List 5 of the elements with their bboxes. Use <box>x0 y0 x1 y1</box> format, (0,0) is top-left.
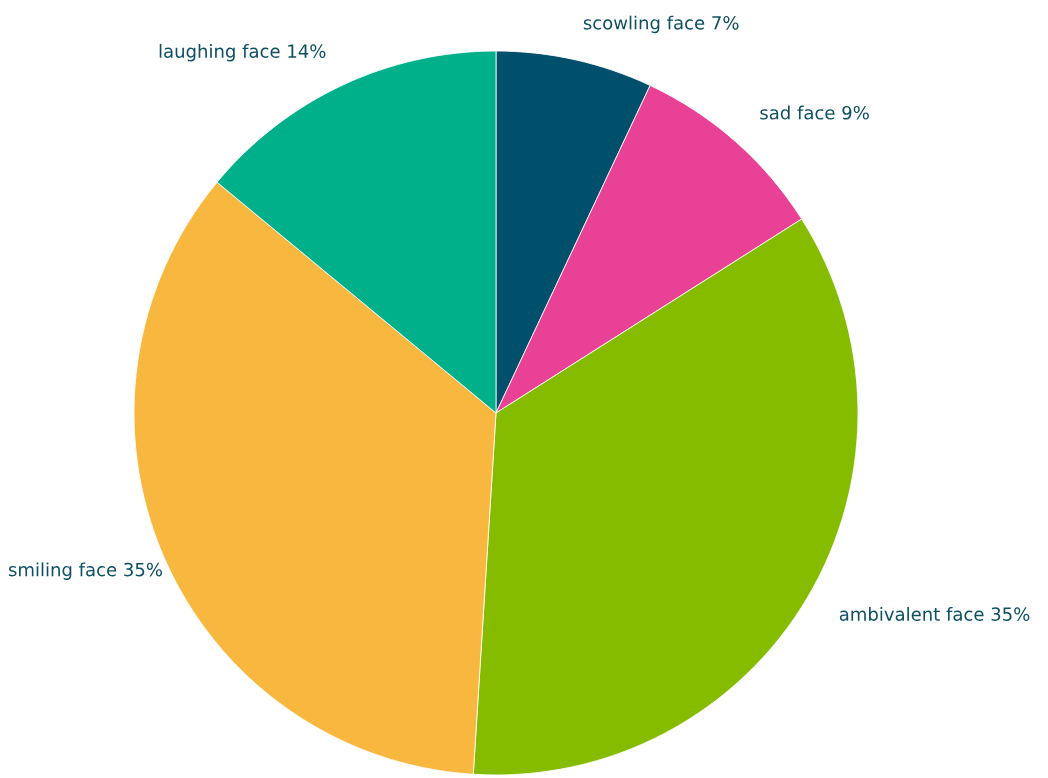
slice-label: laughing face 14% <box>159 43 326 62</box>
slice-label: sad face 9% <box>760 105 869 120</box>
slice-label: scowling face 7% <box>583 15 739 34</box>
slice-label: smiling face 35% <box>8 562 163 580</box>
slice-label: ambivalent face 35% <box>839 606 1030 621</box>
